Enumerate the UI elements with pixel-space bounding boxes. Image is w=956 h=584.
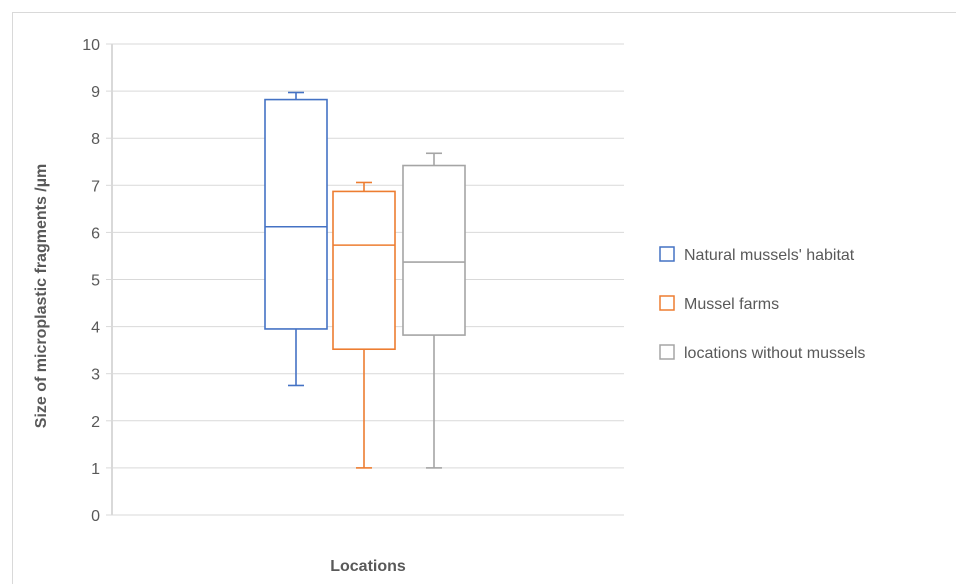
- box-series-1: [264, 91, 328, 387]
- y-tick-label: 1: [91, 461, 100, 478]
- y-tick-label: 5: [91, 273, 100, 290]
- legend: Natural mussels' habitat Mussel farms loca…: [659, 246, 865, 362]
- legend-swatch: [659, 295, 675, 311]
- y-tick-label: 3: [91, 367, 100, 384]
- y-tick-label: 9: [91, 84, 100, 101]
- y-tick-label: 0: [91, 508, 100, 525]
- y-tick-label: 10: [82, 37, 100, 54]
- box-series-2: [332, 181, 396, 469]
- y-tick-labels: 0 1 2 3 4 5 6 7 8 9 10: [82, 37, 100, 525]
- x-axis-label: Locations: [330, 558, 406, 575]
- legend-label: Mussel farms: [684, 296, 779, 313]
- y-axis-label: Size of microplastic fragments /µm: [33, 164, 50, 428]
- y-tick-label: 2: [91, 414, 100, 431]
- legend-label: Natural mussels' habitat: [684, 247, 855, 264]
- box-series-3: [402, 152, 466, 469]
- legend-swatch: [659, 246, 675, 262]
- box-series: [264, 91, 466, 469]
- chart-frame: [12, 12, 956, 584]
- y-tick-label: 4: [91, 320, 100, 337]
- iqr-box: [402, 164, 466, 336]
- y-tick-label: 6: [91, 225, 100, 242]
- y-tick-label: 8: [91, 131, 100, 148]
- iqr-box: [332, 190, 396, 351]
- y-tick-label: 7: [91, 178, 100, 195]
- iqr-box: [264, 98, 328, 330]
- legend-swatch: [659, 344, 675, 360]
- legend-label: locations without mussels: [684, 345, 865, 362]
